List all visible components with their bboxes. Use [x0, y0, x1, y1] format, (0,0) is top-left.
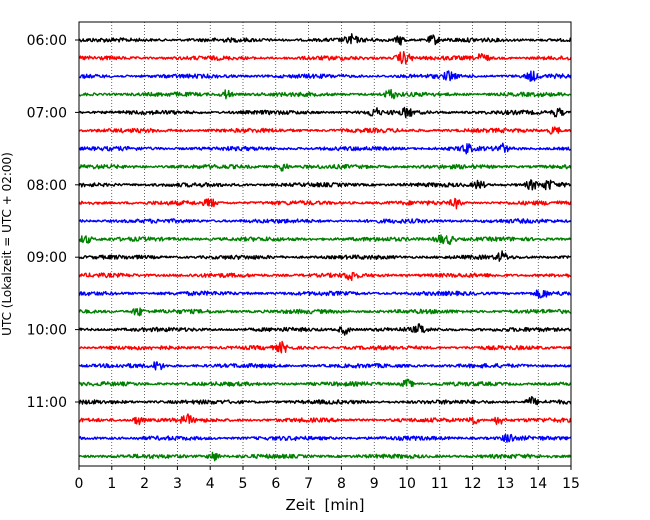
x-tick-label: 1: [107, 476, 116, 492]
seismic-trace: [78, 163, 572, 172]
y-axis: 06:00 07:00 08:00 09:00 10:00 11:00: [27, 33, 79, 411]
seismic-trace: [78, 197, 572, 210]
y-axis-label: UTC (Lokalzeit = UTC + 02:00): [0, 152, 14, 336]
seismic-trace: [78, 106, 572, 119]
seismic-trace: [78, 88, 572, 100]
x-tick-label: 3: [173, 476, 182, 492]
x-tick-label: 12: [464, 476, 482, 492]
x-tick-label: 9: [370, 476, 379, 492]
seismic-trace: [78, 70, 572, 82]
x-tick-label: 11: [431, 476, 449, 492]
seismic-trace: [78, 323, 572, 336]
seismic-trace: [78, 433, 572, 443]
x-tick-label: 2: [140, 476, 149, 492]
seismic-trace: [78, 451, 572, 462]
x-tick-label: 6: [271, 476, 280, 492]
seismic-trace: [78, 361, 572, 371]
x-tick-label: 4: [206, 476, 215, 492]
seismic-trace: [78, 378, 572, 388]
x-tick-label: 15: [562, 476, 580, 492]
seismic-trace: [78, 396, 572, 406]
x-tick-label: 8: [337, 476, 346, 492]
x-axis: 0 1 2 3 4 5 6 7 8 9 10 11 12 13 14 15: [75, 466, 580, 492]
traces: [78, 33, 572, 462]
seismic-trace: [78, 33, 571, 46]
seismic-trace: [78, 179, 572, 191]
seismic-trace: [79, 307, 572, 317]
x-axis-label: Zeit [min]: [285, 496, 364, 514]
seismic-trace: [78, 289, 572, 299]
seismic-trace: [78, 340, 572, 354]
y-tick-label: 11:00: [27, 395, 67, 411]
seismic-trace: [78, 234, 572, 245]
seismic-trace: [78, 218, 572, 224]
seismic-trace: [78, 413, 572, 426]
seismic-trace: [78, 271, 572, 282]
seismic-trace: [78, 126, 572, 135]
y-tick-label: 07:00: [27, 105, 67, 121]
x-tick-label: 7: [304, 476, 313, 492]
plot-frame: [78, 21, 572, 467]
y-tick-label: 06:00: [27, 33, 67, 49]
y-tick-label: 08:00: [27, 178, 67, 194]
y-tick-label: 09:00: [27, 250, 67, 266]
x-tick-label: 5: [239, 476, 248, 492]
seismic-trace: [78, 142, 572, 155]
x-tick-label: 10: [398, 476, 416, 492]
x-tick-label: 14: [529, 476, 547, 492]
y-tick-label: 10:00: [27, 323, 67, 339]
x-tick-label: 0: [75, 476, 84, 492]
seismic-trace: [78, 51, 572, 65]
seismic-trace: [78, 250, 572, 262]
grid-lines: [111, 22, 539, 466]
x-tick-label: 13: [496, 476, 514, 492]
